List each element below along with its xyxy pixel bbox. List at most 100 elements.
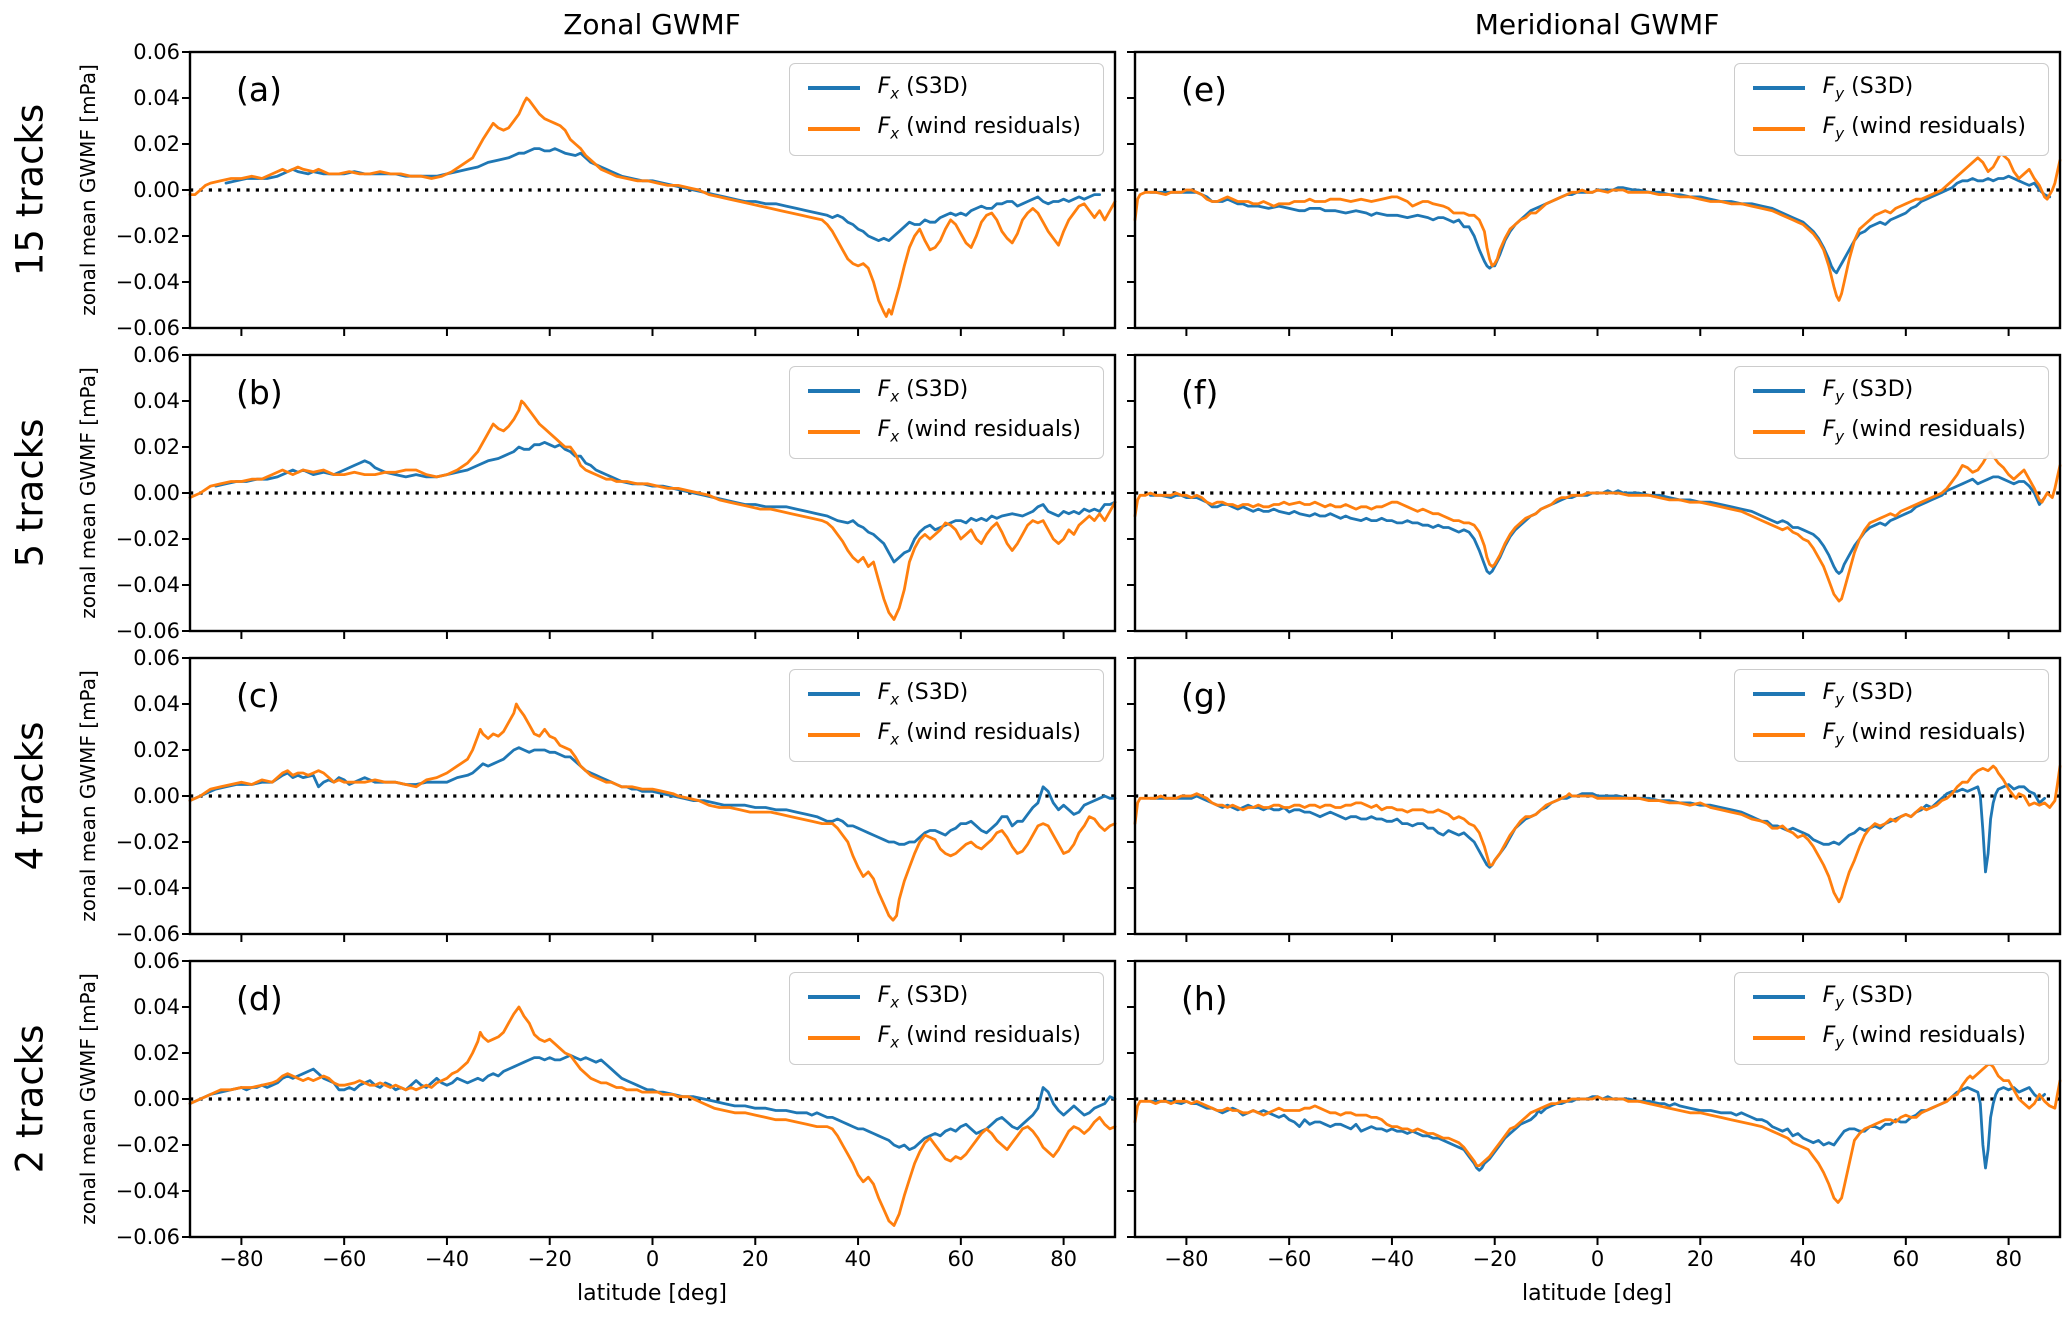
legend-item: Fx (S3D): [807, 680, 1081, 708]
panel-letter: (e): [1181, 70, 1228, 109]
series-line-s3d: [188, 1053, 1117, 1152]
legend-label: Fx (wind residuals): [877, 720, 1081, 749]
x-tick-label: 0: [645, 1247, 660, 1271]
axes-frame: [188, 50, 1117, 330]
legend-item: Fx (wind residuals): [807, 1023, 1081, 1052]
legend-item: Fy (wind residuals): [1752, 417, 2026, 446]
panel-d: (d) Fx (S3D) Fx (wind residuals): [182, 959, 1117, 1245]
legend-item: Fx (wind residuals): [807, 417, 1081, 446]
series-line-s3d: [188, 746, 1117, 846]
legend: Fy (S3D) Fy (wind residuals): [1733, 366, 2049, 459]
plot-area: [1127, 353, 2062, 639]
x-tick-label: −20: [1472, 1247, 1517, 1271]
legend-line-sample: [1752, 429, 1805, 434]
row-label: 15 tracks: [8, 103, 52, 277]
y-tick-label: 0.06: [133, 343, 180, 367]
legend: Fy (S3D) Fy (wind residuals): [1733, 669, 2049, 762]
legend: Fy (S3D) Fy (wind residuals): [1733, 63, 2049, 156]
y-tick-label: −0.02: [115, 224, 180, 248]
series-line-wind: [188, 399, 1117, 621]
column-title-meridional: Meridional GWMF: [1474, 8, 1720, 41]
plot-area: [182, 50, 1117, 336]
axes-frame: [188, 656, 1117, 936]
legend-item: Fx (wind residuals): [807, 114, 1081, 143]
legend-label: Fx (wind residuals): [877, 1023, 1081, 1052]
legend-item: Fy (wind residuals): [1752, 114, 2026, 143]
legend-label: Fx (wind residuals): [877, 417, 1081, 446]
y-axis-label: zonal mean GWMF [mPa]: [76, 670, 100, 922]
legend-line-sample: [1752, 692, 1805, 697]
legend: Fx (S3D) Fx (wind residuals): [788, 366, 1104, 459]
y-axis-label: zonal mean GWMF [mPa]: [76, 367, 100, 619]
panel-h: (h) Fy (S3D) Fy (wind residuals): [1127, 959, 2062, 1245]
legend-line-sample: [1752, 389, 1805, 394]
series-line-wind: [1133, 764, 2062, 904]
panel-letter: (c): [236, 676, 280, 715]
legend-line-sample: [807, 126, 860, 131]
y-tick-label: −0.02: [115, 527, 180, 551]
panel-letter: (a): [236, 70, 282, 109]
x-tick-label: 60: [1892, 1247, 1920, 1271]
legend-item: Fy (S3D): [1752, 377, 2026, 406]
plot-area: [1127, 50, 2062, 336]
legend-label: Fy (wind residuals): [1822, 114, 2026, 143]
y-tick-label: −0.04: [115, 876, 180, 900]
y-tick-label: 0.02: [133, 435, 180, 459]
legend-item: Fy (S3D): [1752, 983, 2026, 1012]
x-tick-label: 80: [1050, 1247, 1077, 1271]
legend-item: Fy (wind residuals): [1752, 720, 2026, 749]
row-label: 4 tracks: [8, 721, 52, 871]
y-tick-label: 0.00: [133, 178, 180, 202]
series-line-s3d: [1148, 475, 2046, 575]
x-tick-label: −60: [321, 1247, 367, 1271]
y-tick-label: 0.02: [133, 132, 180, 156]
y-tick-label: 0.00: [133, 1087, 180, 1111]
x-axis-label-right: latitude [deg]: [1521, 1281, 1673, 1306]
legend-item: Fy (S3D): [1752, 74, 2026, 103]
y-tick-label: 0.04: [133, 86, 180, 110]
x-tick-label: −80: [219, 1247, 264, 1271]
y-tick-label: 0.06: [133, 949, 180, 973]
legend-label: Fx (S3D): [877, 983, 969, 1012]
row-label: 5 tracks: [8, 418, 52, 568]
series-line-wind: [188, 96, 1117, 318]
legend-line-sample: [807, 995, 860, 1000]
x-tick-label: −40: [1369, 1247, 1415, 1271]
y-tick-label: 0.06: [133, 646, 180, 670]
x-tick-label: −80: [1164, 1247, 1209, 1271]
legend-label: Fy (S3D): [1822, 74, 1914, 103]
legend-label: Fx (wind residuals): [877, 114, 1081, 143]
legend: Fx (S3D) Fx (wind residuals): [788, 63, 1104, 156]
x-tick-label: −40: [424, 1247, 470, 1271]
plot-area: [182, 353, 1117, 639]
axes-frame: [1133, 656, 2062, 936]
legend-line-sample: [1752, 1035, 1805, 1040]
plot-area: [182, 959, 1117, 1245]
legend-label: Fy (wind residuals): [1822, 417, 2026, 446]
legend: Fx (S3D) Fx (wind residuals): [788, 972, 1104, 1065]
legend: Fy (S3D) Fy (wind residuals): [1733, 972, 2049, 1065]
panel-f: (f) Fy (S3D) Fy (wind residuals): [1127, 353, 2062, 639]
y-tick-label: 0.06: [133, 40, 180, 64]
plot-area: [1127, 656, 2062, 942]
axes-frame: [1133, 50, 2062, 330]
series-line-wind: [1133, 151, 2062, 302]
panel-letter: (d): [236, 979, 283, 1018]
y-tick-label: 0.04: [133, 389, 180, 413]
legend-line-sample: [807, 732, 860, 737]
legend-label: Fy (S3D): [1822, 377, 1914, 406]
legend-item: Fy (wind residuals): [1752, 1023, 2026, 1052]
legend-line-sample: [807, 389, 860, 394]
axes-frame: [188, 959, 1117, 1239]
legend-label: Fy (S3D): [1822, 983, 1914, 1012]
panel-g: (g) Fy (S3D) Fy (wind residuals): [1127, 656, 2062, 942]
legend-line-sample: [807, 692, 860, 697]
panel-letter: (b): [236, 373, 283, 412]
panel-a: (a) Fx (S3D) Fx (wind residuals): [182, 50, 1117, 336]
panel-letter: (f): [1181, 373, 1219, 412]
x-tick-label: 0: [1590, 1247, 1605, 1271]
x-tick-label: 60: [947, 1247, 975, 1271]
y-tick-label: −0.04: [115, 1179, 180, 1203]
legend-label: Fx (S3D): [877, 74, 969, 103]
legend-item: Fx (S3D): [807, 377, 1081, 405]
